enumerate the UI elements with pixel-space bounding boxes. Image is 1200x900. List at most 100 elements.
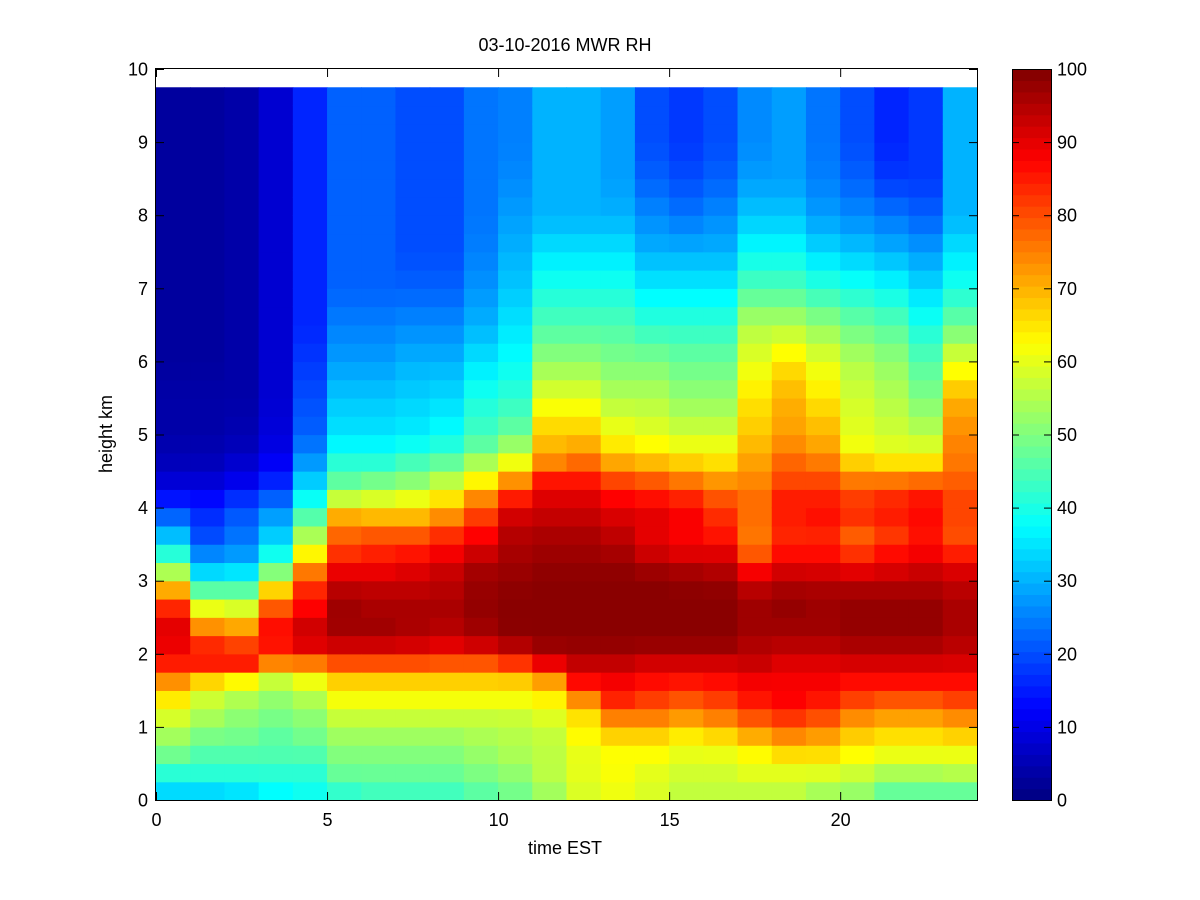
heatmap-cell [258, 690, 294, 710]
heatmap-cell [327, 525, 362, 545]
colorbar-tick-label: 90 [1057, 133, 1077, 153]
colorbar-swatch [1012, 206, 1051, 219]
heatmap-cell [258, 452, 294, 472]
heatmap-cell [737, 87, 773, 107]
heatmap-cell [429, 617, 465, 637]
heatmap-cell [498, 324, 533, 344]
heatmap-cell [805, 324, 841, 344]
heatmap-cell [327, 489, 362, 509]
heatmap-cell [190, 745, 226, 765]
heatmap-cell [190, 379, 226, 399]
heatmap-cell [532, 215, 568, 235]
heatmap-cell [874, 745, 910, 765]
heatmap-cell [805, 525, 841, 545]
heatmap-cell [224, 635, 260, 655]
heatmap-cell [429, 361, 465, 381]
heatmap-cell [942, 123, 978, 143]
heatmap-cell [566, 379, 602, 399]
heatmap-cell [498, 635, 533, 655]
heatmap-cell [908, 233, 944, 253]
heatmap-cell [532, 544, 568, 564]
heatmap-cell [600, 507, 636, 527]
heatmap-cell [395, 416, 431, 436]
heatmap-cell [395, 507, 431, 527]
heatmap-cell [942, 324, 978, 344]
heatmap-cell [805, 452, 841, 472]
heatmap-cell [908, 215, 944, 235]
heatmap-cell [292, 397, 328, 417]
heatmap-cell [224, 270, 260, 289]
heatmap-cell [429, 544, 465, 564]
heatmap-cell [327, 653, 362, 673]
heatmap-cell [532, 726, 568, 746]
heatmap-cell [429, 690, 465, 710]
heatmap-cell [224, 781, 260, 801]
colorbar-swatch [1012, 80, 1051, 93]
heatmap-cell [771, 708, 807, 728]
heatmap-cell [156, 105, 191, 125]
heatmap-cell [258, 544, 294, 564]
heatmap-cell [634, 361, 670, 381]
heatmap-cell [327, 745, 362, 765]
heatmap-cell [942, 397, 978, 417]
heatmap-cell [395, 87, 431, 107]
heatmap-cell [532, 123, 568, 143]
heatmap-cell [703, 233, 739, 253]
heatmap-cell [327, 251, 362, 271]
heatmap-cell [498, 196, 533, 216]
heatmap-cell [669, 196, 704, 216]
heatmap-cell [532, 251, 568, 271]
heatmap-cell [737, 123, 773, 143]
heatmap-cell [805, 397, 841, 417]
heatmap-cell [327, 763, 362, 783]
heatmap-cell [224, 343, 260, 363]
heatmap-cell [942, 270, 978, 289]
heatmap-cell [532, 635, 568, 655]
heatmap-cell [532, 763, 568, 783]
heatmap-cell [805, 379, 841, 399]
heatmap-cell [292, 87, 328, 107]
heatmap-cell [327, 672, 362, 691]
heatmap-cell [190, 507, 226, 527]
heatmap-cell [498, 690, 533, 710]
heatmap-cell [327, 781, 362, 801]
heatmap-cell [805, 251, 841, 271]
heatmap-cell [942, 745, 978, 765]
heatmap-cell [600, 781, 636, 801]
colorbar-swatch [1012, 183, 1051, 196]
heatmap-cell [395, 434, 431, 454]
heatmap-cell [498, 416, 533, 436]
heatmap-cell [156, 142, 191, 161]
heatmap-cell [429, 653, 465, 673]
heatmap-cell [429, 525, 465, 545]
heatmap-cell [429, 672, 465, 691]
heatmap-cell [566, 160, 602, 180]
colorbar-swatch [1012, 343, 1051, 356]
heatmap-cell [737, 361, 773, 381]
heatmap-cell [634, 87, 670, 107]
heatmap-cell [498, 105, 533, 125]
heatmap-cell [771, 763, 807, 783]
heatmap-cell [361, 361, 397, 381]
heatmap-cell [703, 452, 739, 472]
heatmap-cell [395, 178, 431, 198]
heatmap-cell [737, 288, 773, 308]
heatmap-cell [190, 397, 226, 417]
heatmap-cell [840, 708, 875, 728]
heatmap-cell [224, 763, 260, 783]
heatmap-cell [327, 397, 362, 417]
heatmap-cell [292, 690, 328, 710]
heatmap-cell [634, 653, 670, 673]
heatmap-cell [292, 434, 328, 454]
heatmap-cell [498, 726, 533, 746]
colorbar-swatch [1012, 788, 1051, 801]
heatmap-cell [258, 653, 294, 673]
heatmap-cell [190, 343, 226, 363]
heatmap-cell [669, 306, 704, 326]
heatmap-cell [498, 708, 533, 728]
colorbar-swatch [1012, 354, 1051, 367]
heatmap-cell [771, 306, 807, 326]
heatmap-cell [805, 288, 841, 308]
heatmap-cell [224, 708, 260, 728]
heatmap-cell [327, 690, 362, 710]
